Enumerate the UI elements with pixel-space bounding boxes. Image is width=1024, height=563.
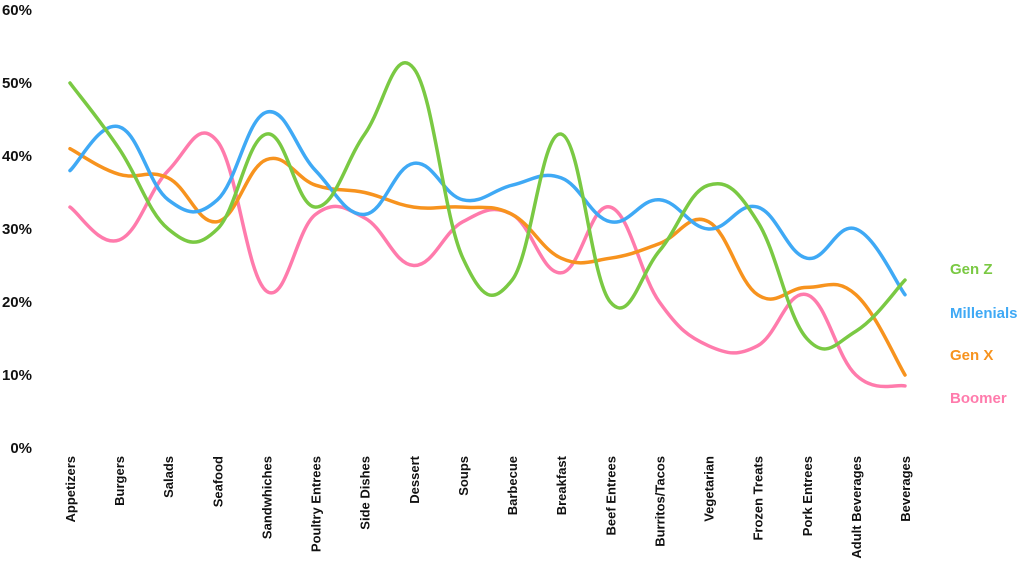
x-tick-label: Soups (456, 456, 471, 496)
series-line-gen-x (68, 146, 907, 377)
y-axis: 0% 10% 20% 30% 40% 50% 60% (2, 2, 32, 457)
series-layer (68, 61, 907, 389)
y-tick-label: 0% (10, 440, 32, 457)
x-tick-label: Barbecue (505, 456, 520, 515)
x-tick-label: Vegetarian (702, 456, 717, 522)
x-tick-label: Dessert (407, 455, 422, 503)
x-tick-label: Sandwhiches (259, 456, 274, 539)
x-tick-label: Poultry Entrees (309, 456, 324, 552)
legend-item-millenials: Millenials (950, 305, 1018, 322)
x-tick-label: Pork Entrees (800, 456, 815, 536)
x-tick-label: Beverages (898, 456, 913, 522)
legend-item-gen-x: Gen X (950, 347, 993, 364)
y-tick-label: 20% (2, 294, 32, 311)
x-tick-label: Adult Beverages (849, 456, 864, 559)
legend-item-gen-z: Gen Z (950, 261, 993, 278)
x-tick-label: Beef Entrees (603, 456, 618, 535)
legend-item-boomer: Boomer (950, 390, 1007, 407)
y-tick-label: 50% (2, 75, 32, 92)
x-tick-label: Breakfast (554, 455, 569, 515)
x-tick-label: Side Dishes (358, 456, 373, 530)
x-axis: Appetizers Burgers Salads Seafood Sandwhiche… (63, 455, 913, 558)
x-tick-label: Burgers (112, 456, 127, 506)
legend: Gen Z Millenials Gen X Boomer (950, 261, 1018, 407)
series-line-millenials (68, 110, 907, 297)
y-tick-label: 30% (2, 221, 32, 238)
y-tick-label: 60% (2, 2, 32, 19)
y-tick-label: 10% (2, 367, 32, 384)
x-tick-label: Seafood (210, 456, 225, 507)
x-tick-label: Appetizers (63, 456, 78, 522)
series-line-gen-z (68, 61, 907, 351)
x-tick-label: Salads (161, 456, 176, 498)
series-line-boomer (68, 131, 907, 389)
y-tick-label: 40% (2, 148, 32, 165)
x-tick-label: Burritos/Tacos (652, 456, 667, 547)
x-tick-label: Frozen Treats (751, 456, 766, 541)
